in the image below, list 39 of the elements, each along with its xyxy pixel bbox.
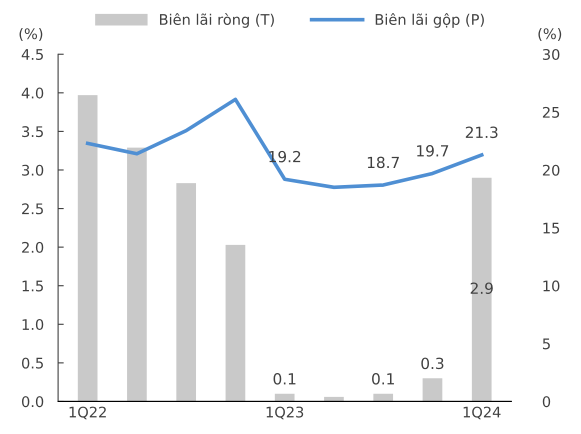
data-label: 21.3: [466, 126, 498, 138]
y-tick-label: 1.0: [22, 319, 44, 330]
legend-label: Biên lãi gộp (P): [376, 13, 484, 28]
y-tick-label: 4.0: [22, 88, 44, 99]
y2-tick-label: 0: [542, 396, 550, 408]
y2-axis-title: (%): [538, 28, 562, 41]
data-label: 0.1: [274, 373, 296, 385]
y2-tick-label: 25: [542, 106, 560, 118]
y-tick-label: 3.0: [22, 164, 44, 176]
bar: [472, 178, 492, 402]
bar: [127, 148, 147, 402]
bar: [422, 378, 442, 402]
data-label: 0.1: [372, 373, 394, 385]
y2-tick-label: 10: [543, 280, 560, 292]
y-tick-label: 2.0: [22, 242, 44, 253]
bar: [226, 244, 246, 402]
y2-tick-label: 30: [542, 48, 560, 60]
legend-label: Biên lãi ròng (T): [160, 13, 274, 28]
data-label: 2.9: [470, 282, 493, 294]
bar: [176, 183, 196, 402]
y-tick-label: 4.5: [22, 49, 43, 60]
y-tick-label: 2.5: [22, 203, 43, 214]
y-tick-label: 0.5: [22, 358, 43, 369]
y-axis-title: (%): [20, 28, 42, 41]
bar: [274, 394, 295, 402]
x-tick-label: 1Q23: [266, 406, 304, 420]
y2-tick-label: 20: [542, 164, 560, 176]
y-tick-label: 3.5: [22, 126, 43, 138]
data-label: 0.3: [421, 358, 444, 370]
y2-tick-label: 15: [543, 222, 560, 234]
y-tick-label: 0.0: [22, 396, 44, 408]
y2-tick-label: 5: [542, 338, 550, 350]
y-tick-label: 1.5: [22, 280, 43, 292]
bar: [78, 95, 98, 402]
x-tick-label: 1Q22: [70, 406, 106, 420]
data-label: 19.7: [417, 145, 448, 157]
x-tick-label: 1Q24: [464, 406, 501, 420]
bar: [373, 394, 394, 402]
data-label: 18.7: [368, 156, 399, 168]
